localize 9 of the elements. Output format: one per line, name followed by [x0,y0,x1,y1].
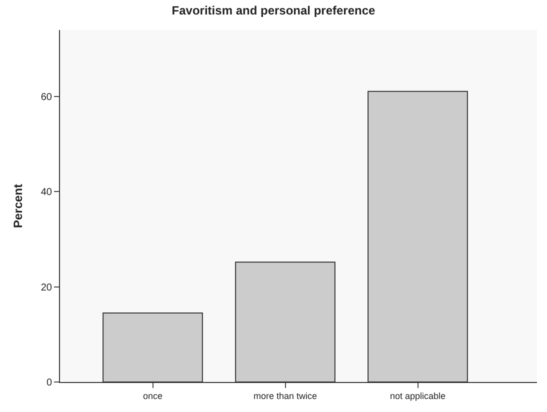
y-axis-title: Percent [11,184,26,228]
x-tick-label: once [142,390,163,401]
x-tick-label: not applicable [390,390,446,401]
x-tick-label: more than twice [253,390,318,401]
y-tick-label: 40 [40,187,52,198]
y-tick-label: 60 [40,92,52,104]
chart-title: Favoritism and personal preference [172,4,376,18]
y-tick-label: 20 [40,282,52,294]
y-tick-label: 0 [46,378,52,388]
